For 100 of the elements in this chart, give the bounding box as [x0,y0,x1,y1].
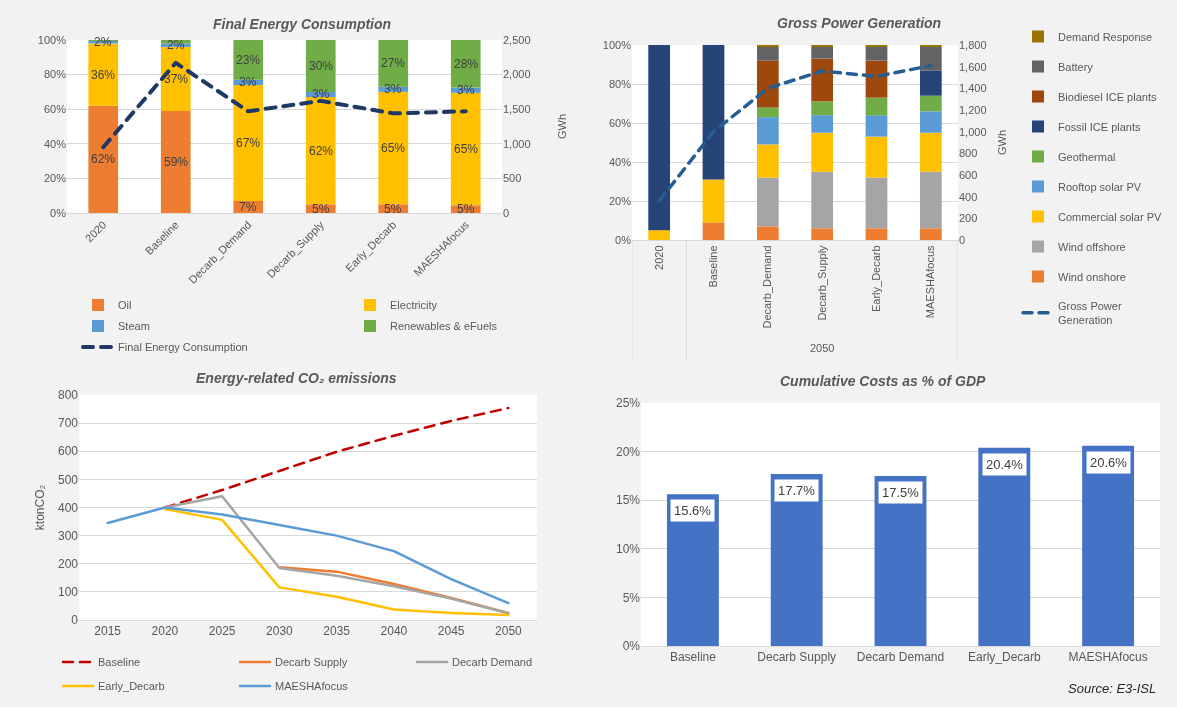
x-tick-label: Decarb Demand [856,650,945,665]
bar [756,107,779,118]
bar [305,97,336,205]
y2-tick-label: 1,500 [503,103,531,116]
legend-label: Demand Response [1058,30,1153,43]
bar [1082,445,1135,646]
bar [160,110,191,213]
legend-label: Battery [1058,60,1094,73]
bar [919,95,942,112]
y-tick-label: 5% [622,590,641,605]
y-tick-label: 80% [608,77,632,90]
bar [919,70,942,96]
bar [919,132,942,172]
y2-tick-label: 200 [959,212,978,225]
y2-tick-label: 800 [959,147,978,160]
y-tick-label: 10% [615,542,641,556]
bar [811,46,834,59]
data-label: 67% [236,136,261,150]
bar [756,144,779,178]
bar [702,222,725,240]
x-tick-label: MAESHAfocus [924,244,937,319]
y-tick-label: 20% [43,172,67,185]
bar [702,45,725,180]
x-tick-label: 2045 [437,624,465,639]
x-tick-label: Early_Decarb [870,245,883,313]
legend-label: Wind offshore [1058,240,1126,253]
y2-tick-label: 1,400 [959,82,987,95]
y2-tick-label: 2,000 [503,68,531,81]
chart-title: Cumulative Costs as % of GDP [780,373,987,389]
y2-tick-label: 0 [503,206,510,219]
y2-tick-label: 1,000 [959,125,987,138]
y2-tick-label: 1,000 [503,137,531,150]
y-tick-label: 200 [57,556,79,571]
bar [811,101,834,116]
data-label: 5% [312,202,330,216]
line-series [106,506,510,605]
bar [378,91,409,205]
y-tick-label: 100% [602,38,632,51]
y2-tick-label: 1,200 [959,103,987,116]
y-tick-label: 800 [57,388,79,403]
y-tick-label: 20% [608,194,632,207]
y-axis-title: ktonCO₂ [33,484,48,531]
data-label: 5% [457,202,475,216]
y-tick-label: 0 [71,613,79,628]
data-label: 20.4% [986,457,1024,472]
y-tick-label: 25% [615,396,641,411]
data-label: 62% [309,144,334,158]
bar [756,60,779,108]
y-tick-label: 0% [50,206,67,219]
bar [865,177,888,229]
legend-label: Early_Decarb [98,680,165,693]
bar [865,46,888,61]
y-tick-label: 40% [608,155,632,168]
source-note: Source: E3-ISL [1068,681,1157,696]
bar [756,117,779,145]
bar [865,228,888,240]
data-label: 30% [309,59,334,73]
legend-label: Gross Power Generation [1058,299,1122,327]
y2-axis-title: GWh [555,113,568,140]
data-label: 37% [164,72,189,86]
bar [919,171,942,229]
legend-label: Renewables & eFuels [390,320,498,333]
x-tick-label: Decarb_Supply [815,244,828,321]
y-tick-label: 100 [57,585,79,600]
y2-axis-title: GWh [995,129,1008,156]
legend-label: Steam [118,320,150,333]
bar [919,111,942,133]
x-tick-label: 2020 [151,624,179,639]
data-label: 2% [94,35,112,49]
bar [88,105,119,213]
bar [811,171,834,229]
bar [978,447,1031,646]
bar [919,228,942,240]
data-label: 17.7% [778,483,816,498]
x-tick-label: 2025 [208,624,236,639]
x-tick-label: 2020 [652,245,665,270]
y2-tick-label: 2,500 [503,33,531,46]
line-series [657,63,933,203]
data-label: 23% [236,53,261,67]
x-tick-label: Decarb_Demand [761,245,774,329]
bar [756,46,779,61]
legend-label: Oil [118,299,132,312]
y-tick-label: 700 [57,416,79,431]
y-tick-label: 400 [57,500,79,515]
bar [702,179,725,223]
x-tick-label: 2015 [94,624,122,639]
data-label: 27% [381,56,406,70]
bar [770,473,823,646]
legend-label: Wind onshore [1058,270,1126,283]
bar [874,475,927,646]
legend-label: MAESHAfocus [275,680,349,693]
y-tick-label: 40% [43,137,67,150]
y-tick-label: 0% [622,639,641,654]
data-label: 62% [91,152,116,166]
bar [666,494,719,646]
legend-label: Rooftop solar PV [1058,180,1142,193]
y2-tick-label: 0 [959,233,966,246]
y2-tick-label: 1,800 [959,38,987,51]
x-tick-label: MAESHAfocus [1068,650,1148,665]
y-tick-label: 60% [608,116,632,129]
